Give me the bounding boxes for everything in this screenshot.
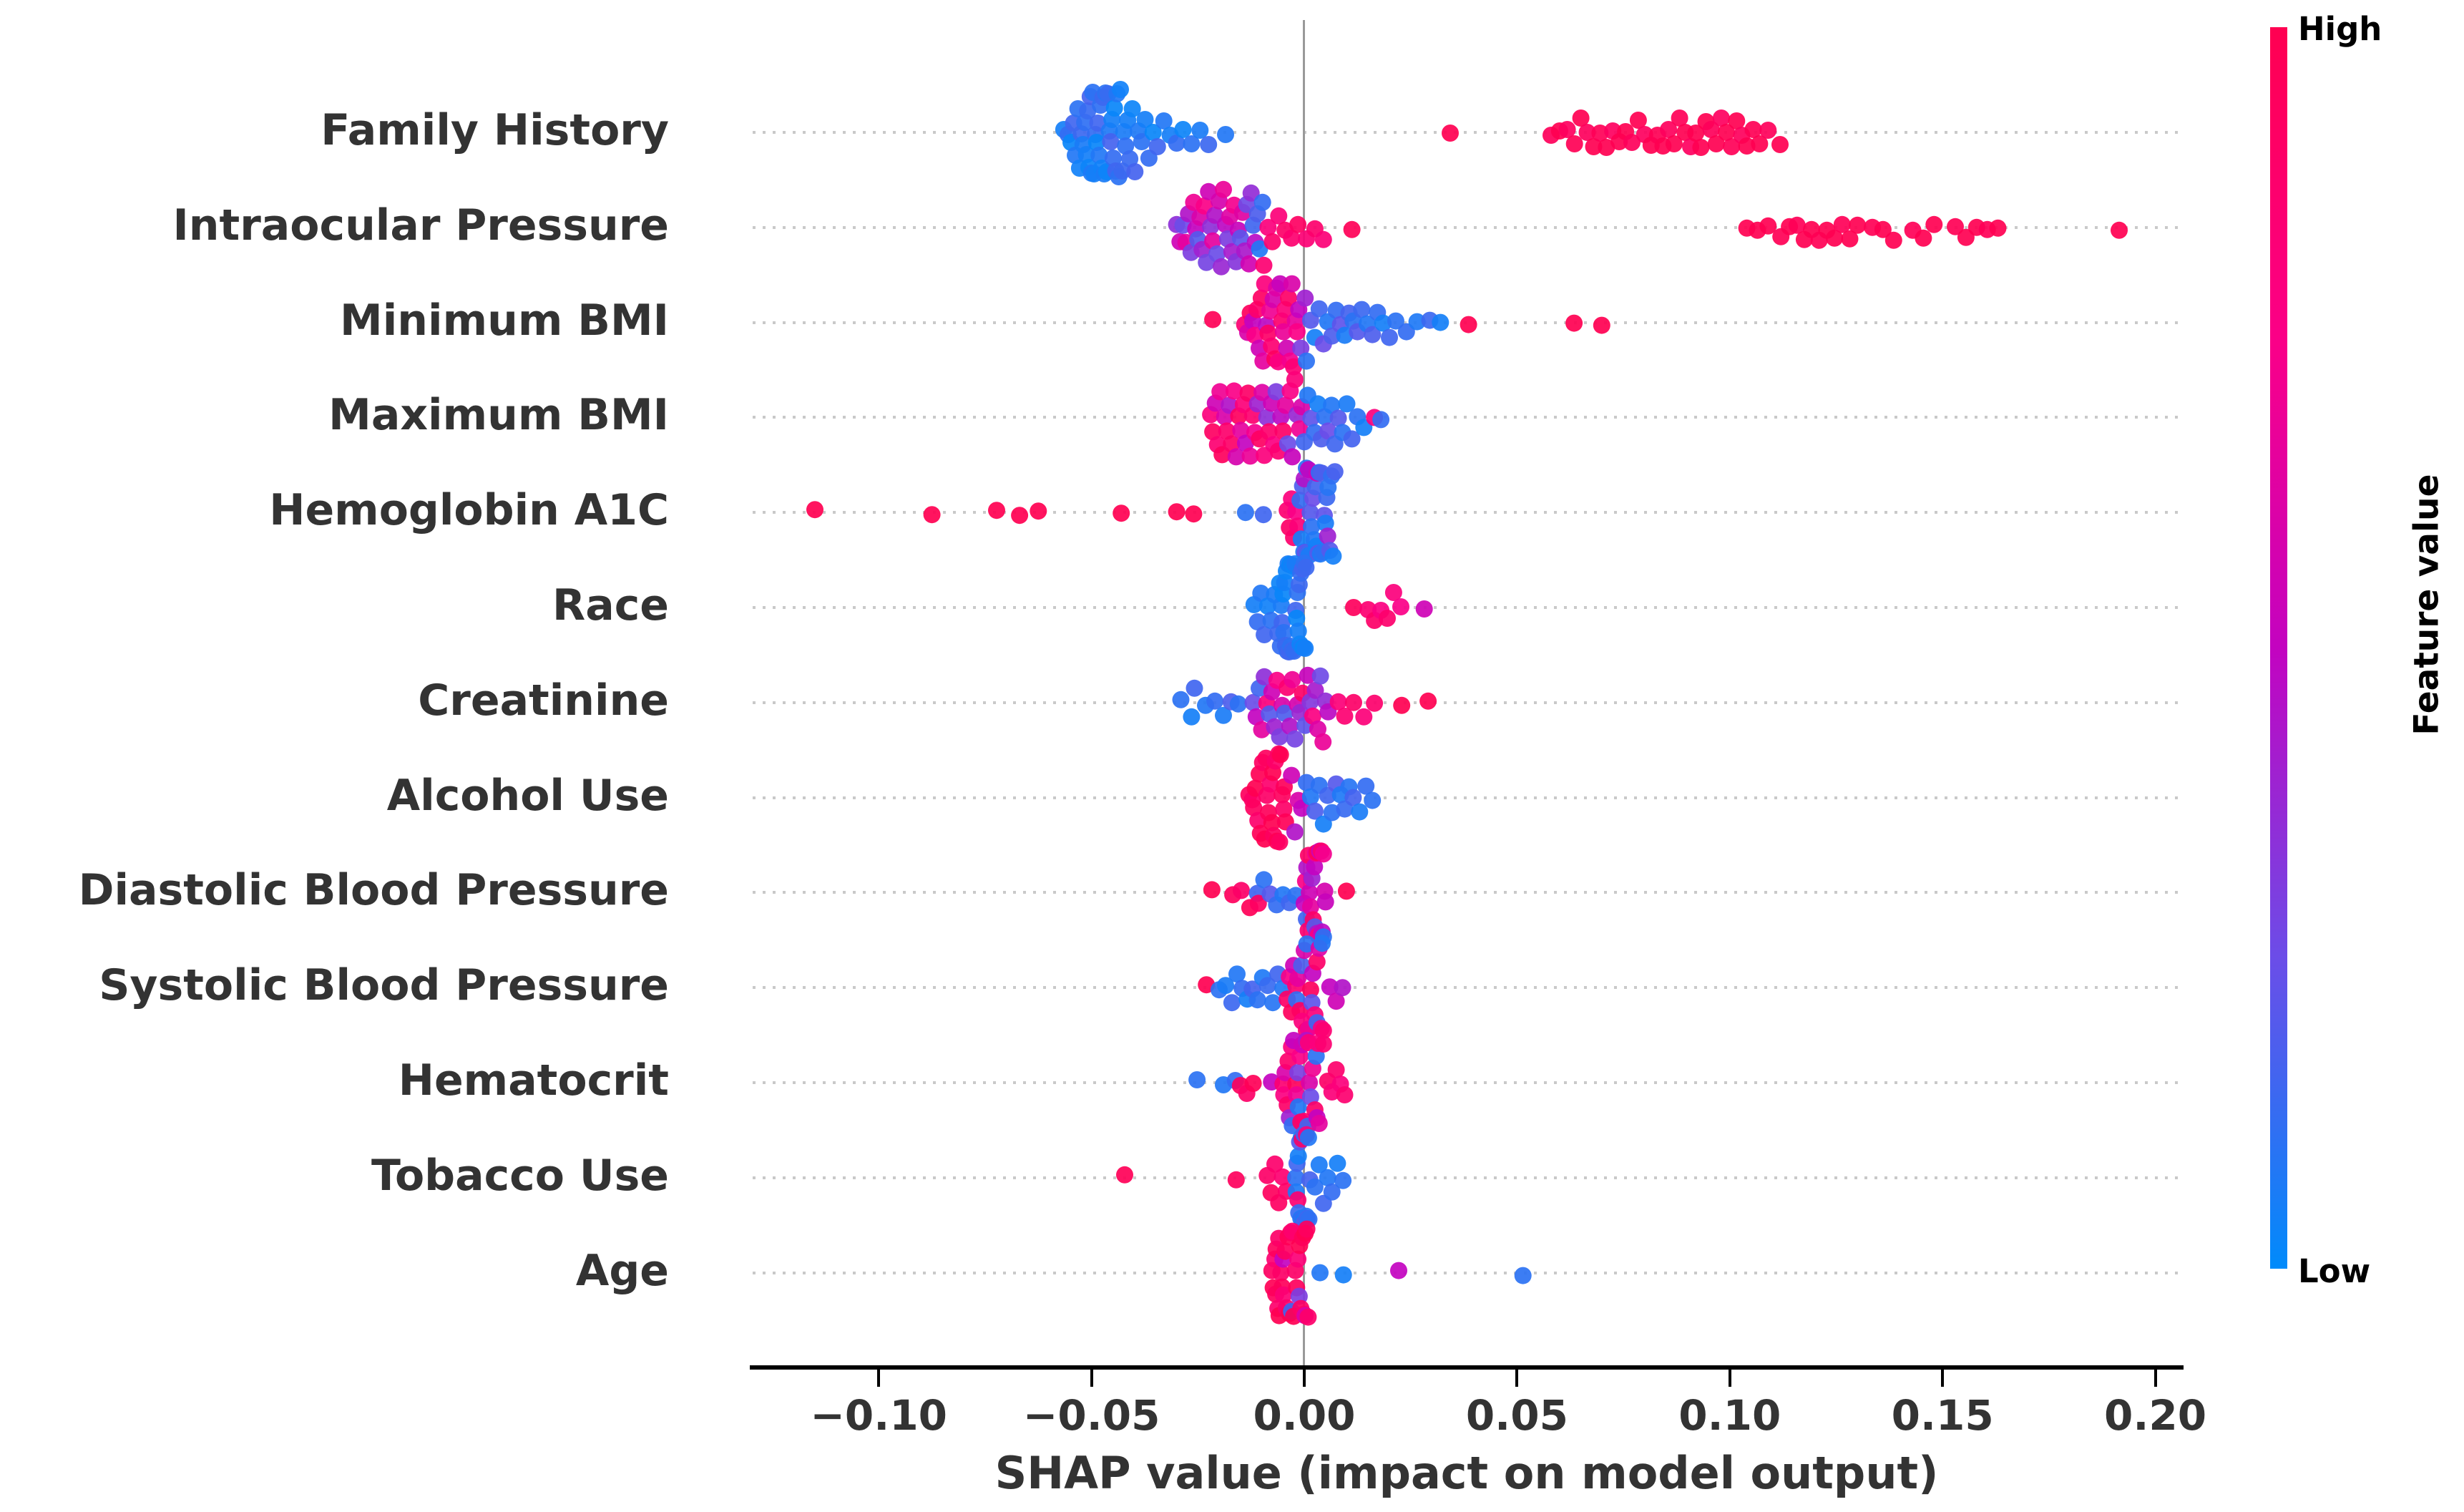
tick-mark <box>1515 1370 1519 1387</box>
tick-label: 0.05 <box>1465 1391 1568 1440</box>
gridline <box>753 416 2181 419</box>
gridline <box>753 225 2181 229</box>
feature-label: Hematocrit <box>398 1055 669 1106</box>
gridline <box>753 1176 2181 1179</box>
feature-label: Systolic Blood Pressure <box>99 960 669 1011</box>
colorbar-low-label: Low <box>2298 1252 2371 1290</box>
tick-label: 0.15 <box>1891 1391 1994 1440</box>
gridline <box>753 131 2181 134</box>
tick-mark <box>2153 1370 2157 1387</box>
feature-label: Intraocular Pressure <box>172 200 669 250</box>
x-axis-spine <box>750 1365 2184 1370</box>
gridline <box>753 606 2181 609</box>
feature-label: Diastolic Blood Pressure <box>78 865 669 916</box>
gridline <box>753 1081 2181 1084</box>
tick-label: 0.00 <box>1253 1391 1356 1440</box>
tick-mark <box>1303 1370 1306 1387</box>
gridline <box>753 701 2181 704</box>
feature-label: Maximum BMI <box>328 390 669 441</box>
feature-label: Alcohol Use <box>386 770 669 821</box>
colorbar-high-label: High <box>2298 10 2382 48</box>
feature-label: Family History <box>321 105 669 156</box>
tick-mark <box>1090 1370 1093 1387</box>
feature-label: Race <box>552 580 669 631</box>
feature-label: Hemoglobin A1C <box>269 485 669 536</box>
x-axis-title: SHAP value (impact on model output) <box>994 1447 1939 1499</box>
tick-label: 0.20 <box>2104 1391 2207 1440</box>
gridline <box>753 511 2181 514</box>
tick-mark <box>1728 1370 1731 1387</box>
feature-label: Creatinine <box>418 675 669 726</box>
feature-value-colorbar <box>2270 27 2287 1269</box>
gridline <box>753 986 2181 990</box>
gridline <box>753 796 2181 799</box>
colorbar-title: Feature value <box>2407 474 2447 736</box>
feature-label: Minimum BMI <box>340 295 669 346</box>
gridline <box>753 891 2181 894</box>
feature-label: Tobacco Use <box>371 1150 669 1201</box>
tick-label: −0.10 <box>810 1391 948 1440</box>
tick-label: −0.05 <box>1022 1391 1160 1440</box>
gridline <box>753 1271 2181 1274</box>
tick-mark <box>1941 1370 1945 1387</box>
feature-label: Age <box>575 1245 669 1296</box>
tick-label: 0.10 <box>1678 1391 1781 1440</box>
tick-mark <box>877 1370 881 1387</box>
